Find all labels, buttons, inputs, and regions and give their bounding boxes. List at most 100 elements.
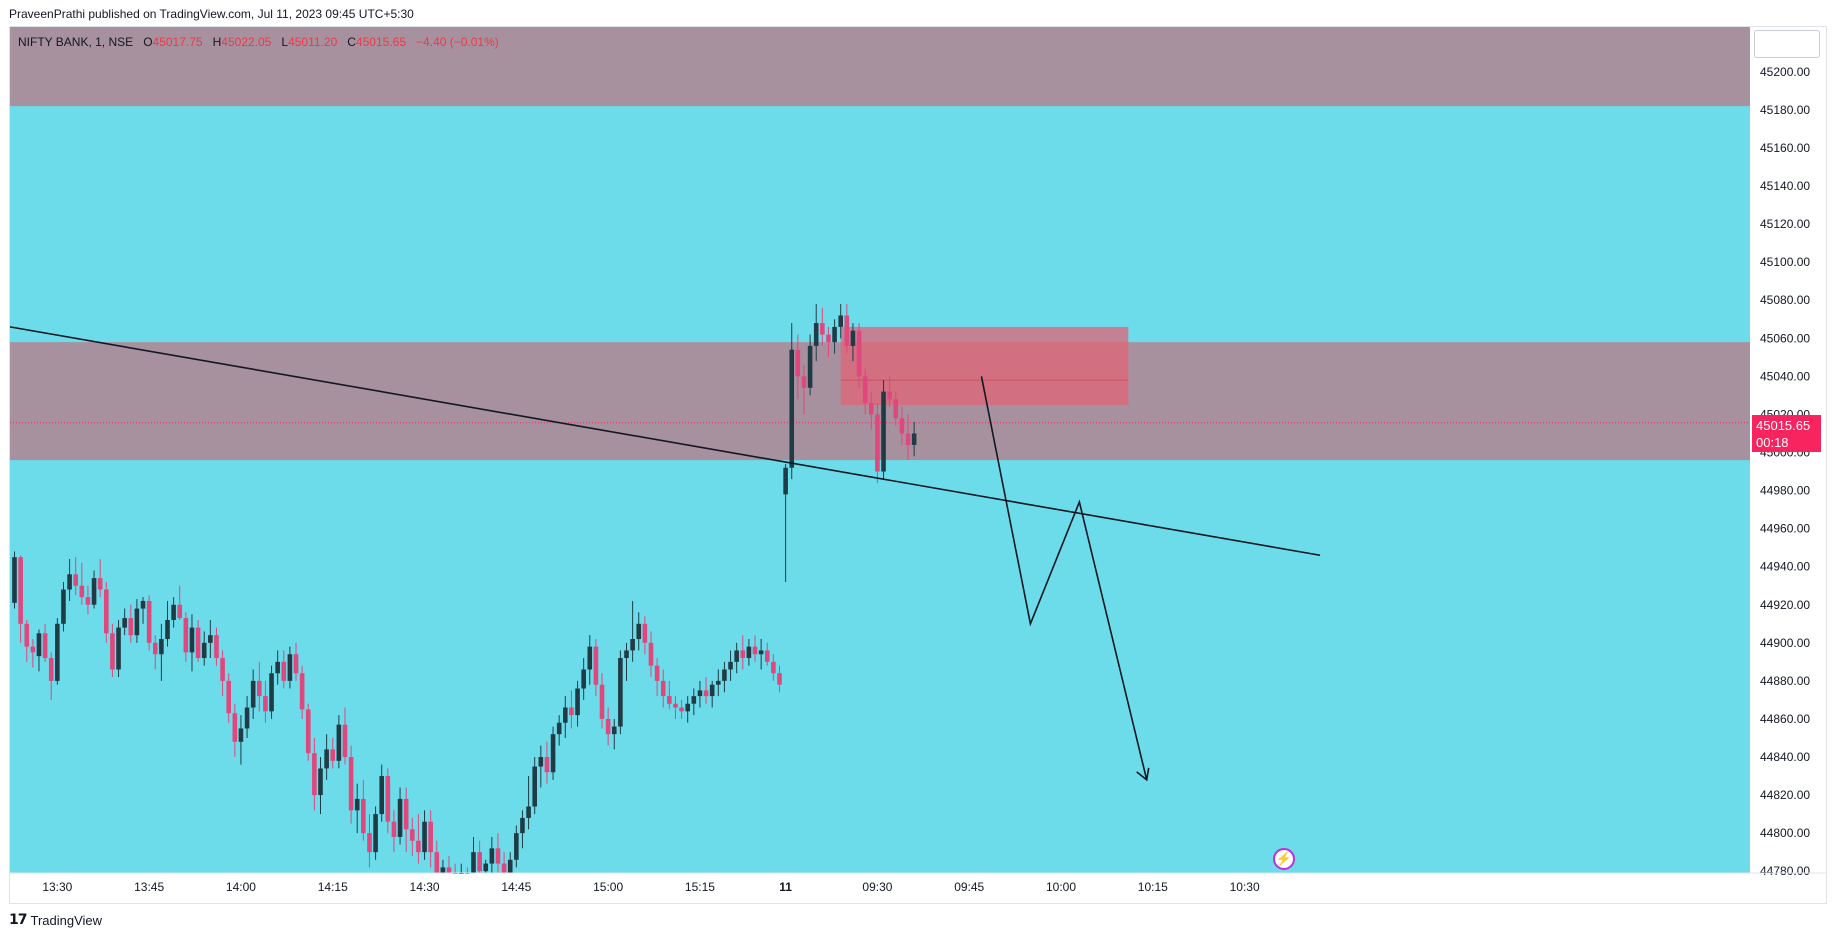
price-tick-label: 44820.00 — [1760, 788, 1810, 802]
candle-body — [134, 608, 140, 636]
candle-body — [183, 618, 189, 653]
candle — [226, 673, 231, 723]
candle — [293, 642, 299, 681]
candle-body — [391, 821, 397, 837]
candle — [905, 414, 911, 461]
candle — [783, 463, 788, 582]
price-tick-label: 45100.00 — [1760, 255, 1810, 269]
candle-body — [55, 623, 60, 681]
candle-body — [489, 848, 495, 864]
legend-open-value: 45017.75 — [152, 35, 203, 49]
candle-body — [293, 654, 299, 674]
candle-body — [764, 650, 770, 662]
time-tick-label: 14:45 — [501, 880, 531, 894]
candle — [36, 629, 42, 672]
candle-body — [91, 578, 97, 605]
candle-body — [152, 642, 158, 655]
candle — [667, 680, 672, 710]
legend-open-label: O — [143, 35, 153, 49]
candle-body — [24, 623, 30, 647]
candle — [771, 654, 776, 681]
candle — [740, 635, 746, 670]
candle-body — [758, 650, 764, 655]
candle-body — [214, 635, 219, 659]
candle-body — [330, 749, 336, 761]
candle-body — [771, 661, 776, 674]
candle — [367, 814, 372, 868]
candle-body — [146, 600, 152, 643]
candle — [79, 562, 85, 605]
candle-body — [471, 852, 476, 873]
candle — [752, 635, 758, 662]
candle — [544, 741, 550, 784]
candle — [312, 737, 317, 811]
candle — [238, 715, 244, 765]
candle-body — [275, 661, 280, 674]
candle-body — [171, 604, 176, 620]
candle-body — [660, 680, 666, 697]
candle — [838, 304, 843, 339]
scale-settings-button[interactable] — [1754, 30, 1820, 58]
candle-body — [226, 680, 231, 714]
candle — [795, 334, 801, 400]
time-tick-label: 14:00 — [226, 880, 256, 894]
candle-body — [807, 345, 813, 388]
candle — [385, 768, 391, 834]
time-axis[interactable]: 13:30 13:45 14:00 14:15 14:30 14:45 15:00 15:15… — [10, 872, 1826, 894]
candle — [48, 652, 54, 700]
price-tick-label: 44860.00 — [1760, 712, 1810, 726]
candle-body — [740, 650, 746, 659]
candle — [348, 745, 354, 824]
candle-body — [232, 713, 238, 742]
candle-body — [716, 680, 721, 685]
candle — [397, 787, 403, 845]
price-tick-label: 44940.00 — [1760, 560, 1810, 574]
candle-body — [654, 665, 660, 681]
candle-body — [642, 623, 648, 643]
price-tick-label: 45120.00 — [1760, 217, 1810, 231]
price-tick-label: 45080.00 — [1760, 293, 1810, 307]
candle-body — [495, 848, 501, 864]
candle — [24, 619, 30, 662]
candle — [881, 380, 886, 480]
candle-body — [648, 642, 654, 666]
candle-body — [691, 696, 697, 704]
candle-body — [79, 585, 85, 598]
lightning-bolt-icon[interactable]: ⚡ — [1273, 848, 1295, 870]
candle-body — [569, 707, 574, 716]
candle — [844, 304, 850, 354]
time-tick-label: 14:15 — [318, 880, 348, 894]
price-tick-label: 45180.00 — [1760, 103, 1810, 117]
chart-frame — [9, 26, 1827, 904]
candle-body — [361, 798, 366, 834]
candle — [654, 658, 660, 697]
candle-body — [367, 833, 372, 853]
candle — [428, 810, 433, 868]
candle — [807, 334, 813, 396]
candle-body — [550, 734, 556, 773]
price-axis[interactable]: 45200.00 45180.00 45160.00 45140.00 45120.00… — [1760, 65, 1810, 878]
candle-body — [410, 829, 415, 841]
legend-high-label: H — [212, 35, 222, 49]
time-tick-label: 09:30 — [862, 880, 892, 894]
candle — [471, 836, 476, 873]
footer-branding[interactable]: 𝟭𝟳 TradingView — [9, 912, 102, 928]
candle-body — [520, 817, 525, 834]
candle — [287, 646, 293, 689]
candle-body — [544, 757, 550, 773]
candle-body — [514, 833, 519, 860]
projection-arrowhead — [1136, 767, 1150, 782]
candle — [850, 323, 856, 362]
price-tick-label: 44780.00 — [1760, 864, 1810, 878]
candle — [550, 726, 556, 780]
candle-body — [581, 669, 586, 689]
candle-body — [354, 798, 360, 811]
candle — [746, 639, 752, 666]
candle-body — [911, 433, 917, 445]
candle — [813, 304, 819, 362]
candle-body — [752, 646, 758, 655]
candle-body — [875, 414, 880, 472]
candle — [18, 555, 23, 643]
candle — [887, 376, 892, 407]
